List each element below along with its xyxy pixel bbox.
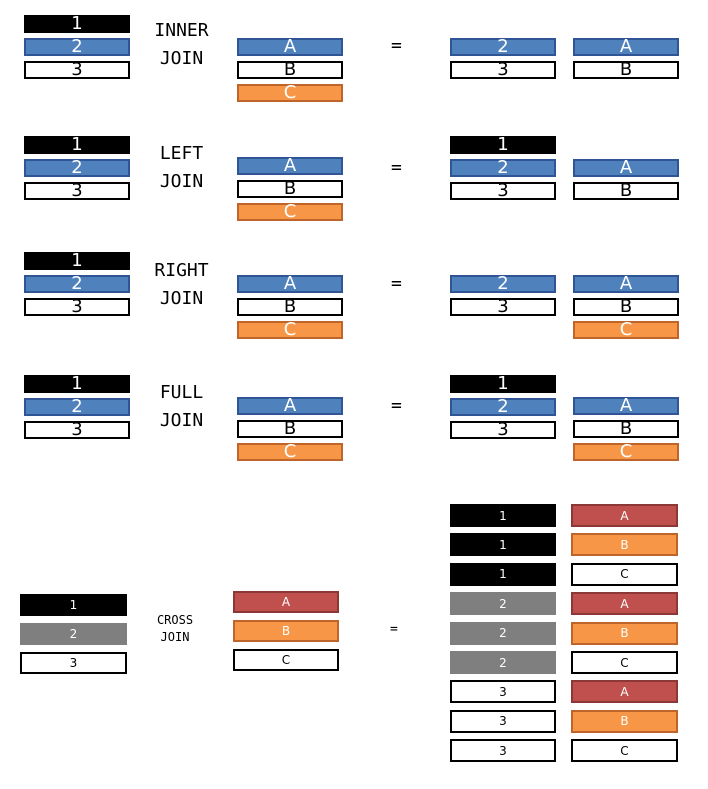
cross-join-left-row: 1 [20,594,127,616]
cross-join-result-right-row: B [571,621,678,645]
cross-join-result-left-row: 2 [450,621,556,645]
right-join-title-line: RIGHT [154,260,209,281]
right-join-right-row: A [237,275,343,293]
left-join-title-line: LEFT [159,143,204,164]
right-join-left-row: 2 [24,275,130,293]
full-join-result-left-row: 2 [450,398,556,416]
left-join-result-right-row: B [573,182,679,200]
left-join-left-row: 3 [24,182,130,200]
cross-join-result-left-row: 1 [450,562,556,586]
left-join-right-row: A [237,157,343,175]
full-join-title-line: FULL [159,382,204,403]
cross-join-result-right-row: C [571,651,678,674]
cross-join-title-line: CROSS [156,613,194,627]
right-join-title-line: JOIN [159,288,204,309]
full-join-left-row: 3 [24,421,130,439]
left-join-result-left-row: 1 [450,136,556,154]
inner-join-result-left-row: 3 [450,61,556,79]
left-join-result-left-row: 3 [450,182,556,200]
full-join-right-row: C [237,443,343,461]
inner-join-result-right-row: A [573,38,679,56]
cross-join-right-row: A [233,591,339,613]
cross-join-result-left-row: 3 [450,680,556,704]
inner-join-left-row: 3 [24,61,130,79]
right-join-result-left-row: 2 [450,275,556,293]
left-join-result-left-row: 2 [450,159,556,177]
cross-join-result-right-row: C [571,562,678,586]
cross-join-result-right-row: B [571,709,678,733]
inner-join-title-line: JOIN [159,48,204,69]
right-join-title: RIGHT JOIN [149,257,214,313]
right-join-left-row: 3 [24,298,130,316]
cross-join-result-right-row: C [571,739,678,763]
full-join-equals-sign: = [391,395,402,416]
inner-join-right-row: C [237,84,343,102]
inner-join-left-row: 2 [24,38,130,56]
inner-join-right-row: B [237,61,343,79]
cross-join-result-right-row: A [571,680,678,704]
inner-join-title-line: INNER [154,20,209,41]
cross-join-right-row: B [233,620,339,642]
full-join-left-row: 1 [24,375,130,393]
cross-join-result-left-row: 2 [450,592,556,616]
left-join-title-line: JOIN [159,171,204,192]
cross-join-left-row: 3 [20,652,127,674]
cross-join-result-left-row: 1 [450,504,556,527]
inner-join-left-row: 1 [24,15,130,33]
left-join-title: LEFT JOIN [149,140,214,196]
right-join-result-left-row: 3 [450,298,556,316]
full-join-left-row: 2 [24,398,130,416]
cross-join-result-left-row: 3 [450,739,556,763]
full-join-right-row: A [237,397,343,415]
full-join-result-left-row: 3 [450,421,556,439]
right-join-right-row: C [237,321,343,339]
full-join-result-right-row: C [573,443,679,461]
full-join-title: FULL JOIN [149,379,214,435]
full-join-result-right-row: B [573,420,679,438]
cross-join-equals-sign: = [390,622,398,637]
left-join-equals-sign: = [391,157,402,178]
cross-join-result-right-row: B [571,533,678,557]
inner-join-title: INNER JOIN [149,17,214,73]
left-join-right-row: C [237,203,343,221]
right-join-right-row: B [237,298,343,316]
cross-join-result-left-row: 1 [450,533,556,557]
right-join-left-row: 1 [24,252,130,270]
cross-join-title: CROSS JOIN [145,612,205,646]
full-join-right-row: B [237,420,343,438]
cross-join-left-row: 2 [20,623,127,645]
cross-join-right-row: C [233,649,339,671]
cross-join-result-left-row: 3 [450,709,556,733]
right-join-result-right-row: A [573,275,679,293]
left-join-left-row: 2 [24,159,130,177]
inner-join-right-row: A [237,38,343,56]
inner-join-result-right-row: B [573,61,679,79]
left-join-left-row: 1 [24,136,130,154]
left-join-right-row: B [237,180,343,198]
inner-join-result-left-row: 2 [450,38,556,56]
right-join-result-right-row: B [573,298,679,316]
left-join-result-right-row: A [573,159,679,177]
cross-join-title-line: JOIN [160,630,190,644]
cross-join-result-right-row: A [571,504,678,527]
right-join-result-right-row: C [573,321,679,339]
full-join-result-right-row: A [573,397,679,415]
cross-join-result-right-row: A [571,592,678,616]
right-join-equals-sign: = [391,273,402,294]
full-join-title-line: JOIN [159,410,204,431]
cross-join-result-left-row: 2 [450,651,556,674]
full-join-result-left-row: 1 [450,375,556,393]
inner-join-equals-sign: = [391,35,402,56]
